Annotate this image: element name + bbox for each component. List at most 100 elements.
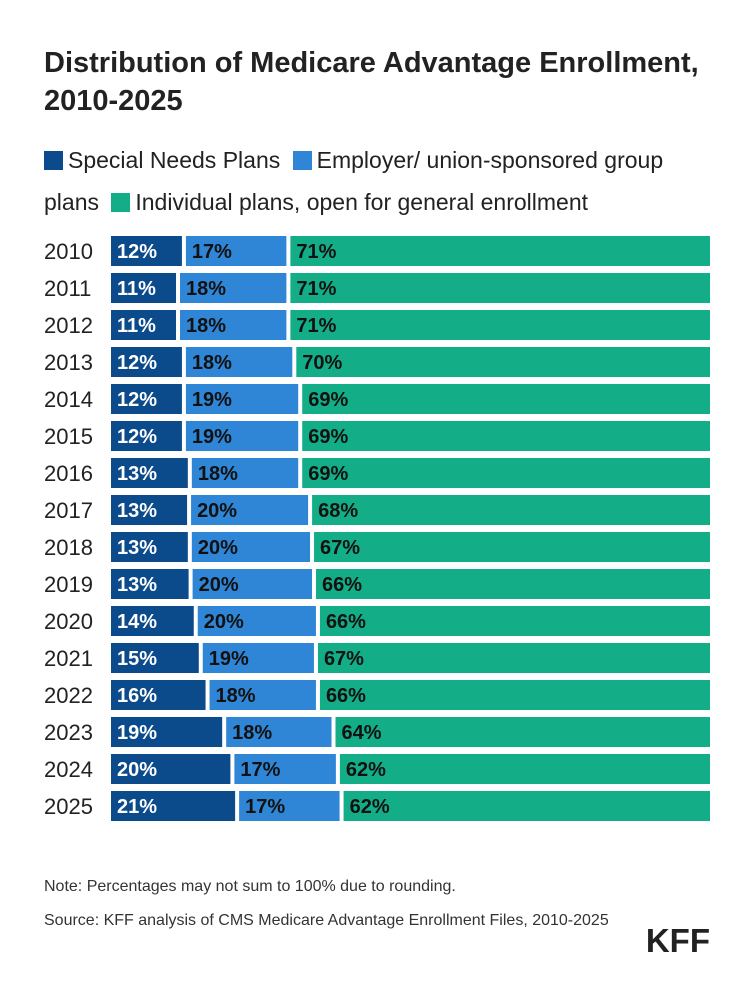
bar-label-individual-2024: 62%: [346, 759, 386, 781]
bar-label-special-needs-2017: 13%: [117, 500, 157, 522]
bar-label-employer-2024: 17%: [240, 759, 280, 781]
bar-employer-2011: [180, 273, 287, 303]
legend-swatch-special-needs: [44, 151, 63, 170]
bar-employer-2019: [192, 569, 312, 599]
bar-special-needs-2011: [111, 273, 177, 303]
bar-individual-2014: [302, 384, 710, 414]
bar-label-employer-2022: 18%: [216, 685, 256, 707]
legend-label-employer: Employer/ union-sponsored group plans: [44, 147, 664, 215]
year-label-2025: 2025: [44, 794, 93, 819]
bar-employer-2024: [234, 754, 336, 784]
bar-label-individual-2015: 69%: [308, 426, 348, 448]
bar-label-individual-2019: 66%: [322, 574, 362, 596]
bar-label-employer-2019: 20%: [199, 574, 239, 596]
bar-label-employer-2015: 19%: [192, 426, 232, 448]
bar-label-employer-2010: 17%: [192, 241, 232, 263]
bar-special-needs-2010: [111, 236, 182, 266]
bar-individual-2018: [314, 532, 710, 562]
year-label-2021: 2021: [44, 646, 93, 671]
year-label-2015: 2015: [44, 424, 93, 449]
bar-label-special-needs-2014: 12%: [117, 389, 157, 411]
bar-label-individual-2014: 69%: [308, 389, 348, 411]
bar-label-individual-2010: 71%: [296, 241, 336, 263]
bar-employer-2020: [197, 606, 316, 636]
bar-label-individual-2017: 68%: [318, 500, 358, 522]
bar-employer-2022: [209, 680, 316, 710]
bar-individual-2010: [290, 236, 710, 266]
bar-employer-2018: [191, 532, 311, 562]
bar-label-special-needs-2025: 21%: [117, 796, 157, 818]
bar-special-needs-2015: [111, 421, 182, 451]
bar-label-special-needs-2012: 11%: [117, 315, 156, 337]
bar-label-individual-2022: 66%: [326, 685, 366, 707]
year-label-2010: 2010: [44, 239, 93, 264]
legend-label-special-needs: Special Needs Plans: [68, 147, 281, 173]
bar-individual-2021: [317, 643, 710, 673]
bar-employer-2016: [191, 458, 299, 488]
year-label-2024: 2024: [44, 757, 93, 782]
bar-employer-2014: [185, 384, 299, 414]
bar-special-needs-2020: [111, 606, 194, 636]
bar-label-individual-2018: 67%: [320, 537, 360, 559]
legend-swatch-employer: [292, 151, 312, 170]
bar-label-individual-2016: 69%: [308, 463, 348, 485]
bar-label-special-needs-2019: 13%: [117, 574, 157, 596]
bar-individual-2012: [290, 310, 710, 340]
bar-label-employer-2021: 19%: [209, 648, 249, 670]
bar-label-special-needs-2015: 12%: [117, 426, 157, 448]
bar-special-needs-2024: [111, 754, 231, 784]
bar-special-needs-2016: [111, 458, 188, 488]
year-label-2016: 2016: [44, 461, 93, 486]
bar-label-special-needs-2018: 13%: [117, 537, 157, 559]
bar-label-individual-2011: 71%: [296, 278, 336, 300]
bar-special-needs-2021: [111, 643, 199, 673]
bar-special-needs-2018: [111, 532, 188, 562]
bar-label-employer-2017: 20%: [197, 500, 237, 522]
bar-special-needs-2017: [111, 495, 188, 525]
chart-source: Source: KFF analysis of CMS Medicare Adv…: [44, 912, 609, 929]
bar-label-special-needs-2011: 11%: [117, 278, 156, 300]
bar-individual-2022: [319, 680, 710, 710]
bar-individual-2016: [302, 458, 710, 488]
legend-label-individual: Individual plans, open for general enrol…: [135, 189, 588, 215]
bar-special-needs-2025: [111, 791, 236, 821]
year-label-2020: 2020: [44, 609, 93, 634]
bar-employer-2015: [185, 421, 299, 451]
bar-label-employer-2020: 20%: [204, 611, 244, 633]
bar-label-individual-2021: 67%: [324, 648, 364, 670]
bar-special-needs-2014: [111, 384, 182, 414]
bar-individual-2020: [319, 606, 710, 636]
bar-label-individual-2013: 70%: [302, 352, 342, 374]
bar-label-employer-2011: 18%: [186, 278, 226, 300]
bar-special-needs-2013: [111, 347, 182, 377]
bar-special-needs-2012: [111, 310, 177, 340]
bar-employer-2025: [239, 791, 340, 821]
bar-label-special-needs-2020: 14%: [117, 611, 157, 633]
bar-label-individual-2025: 62%: [350, 796, 390, 818]
bar-label-individual-2020: 66%: [326, 611, 366, 633]
bar-label-employer-2013: 18%: [192, 352, 232, 374]
bar-label-special-needs-2016: 13%: [117, 463, 157, 485]
bar-label-special-needs-2023: 19%: [117, 722, 157, 744]
legend-item-special-needs: Special Needs Plans: [44, 147, 280, 173]
bar-label-individual-2012: 71%: [296, 315, 336, 337]
bar-label-employer-2014: 19%: [192, 389, 232, 411]
bar-label-employer-2025: 17%: [245, 796, 285, 818]
bar-special-needs-2023: [111, 717, 223, 747]
bar-label-employer-2012: 18%: [186, 315, 226, 337]
bar-individual-2013: [296, 347, 710, 377]
bar-individual-2015: [302, 421, 710, 451]
bar-label-special-needs-2013: 12%: [117, 352, 157, 374]
year-label-2019: 2019: [44, 572, 93, 597]
bar-individual-2025: [343, 791, 710, 821]
bar-employer-2017: [191, 495, 309, 525]
bar-individual-2017: [312, 495, 710, 525]
bar-label-special-needs-2021: 15%: [117, 648, 157, 670]
bar-special-needs-2022: [111, 680, 206, 710]
year-label-2014: 2014: [44, 387, 93, 412]
bar-individual-2024: [339, 754, 710, 784]
bar-special-needs-2019: [111, 569, 189, 599]
kff-logo: KFF: [645, 922, 710, 959]
bar-label-employer-2016: 18%: [198, 463, 238, 485]
